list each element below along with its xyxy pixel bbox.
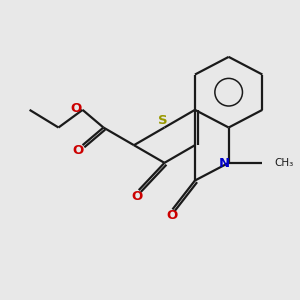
Text: O: O	[70, 102, 81, 115]
Text: O: O	[131, 190, 143, 203]
Text: N: N	[218, 157, 230, 170]
Text: CH₃: CH₃	[274, 158, 294, 168]
Text: S: S	[158, 114, 168, 127]
Text: O: O	[72, 145, 83, 158]
Text: O: O	[167, 209, 178, 222]
